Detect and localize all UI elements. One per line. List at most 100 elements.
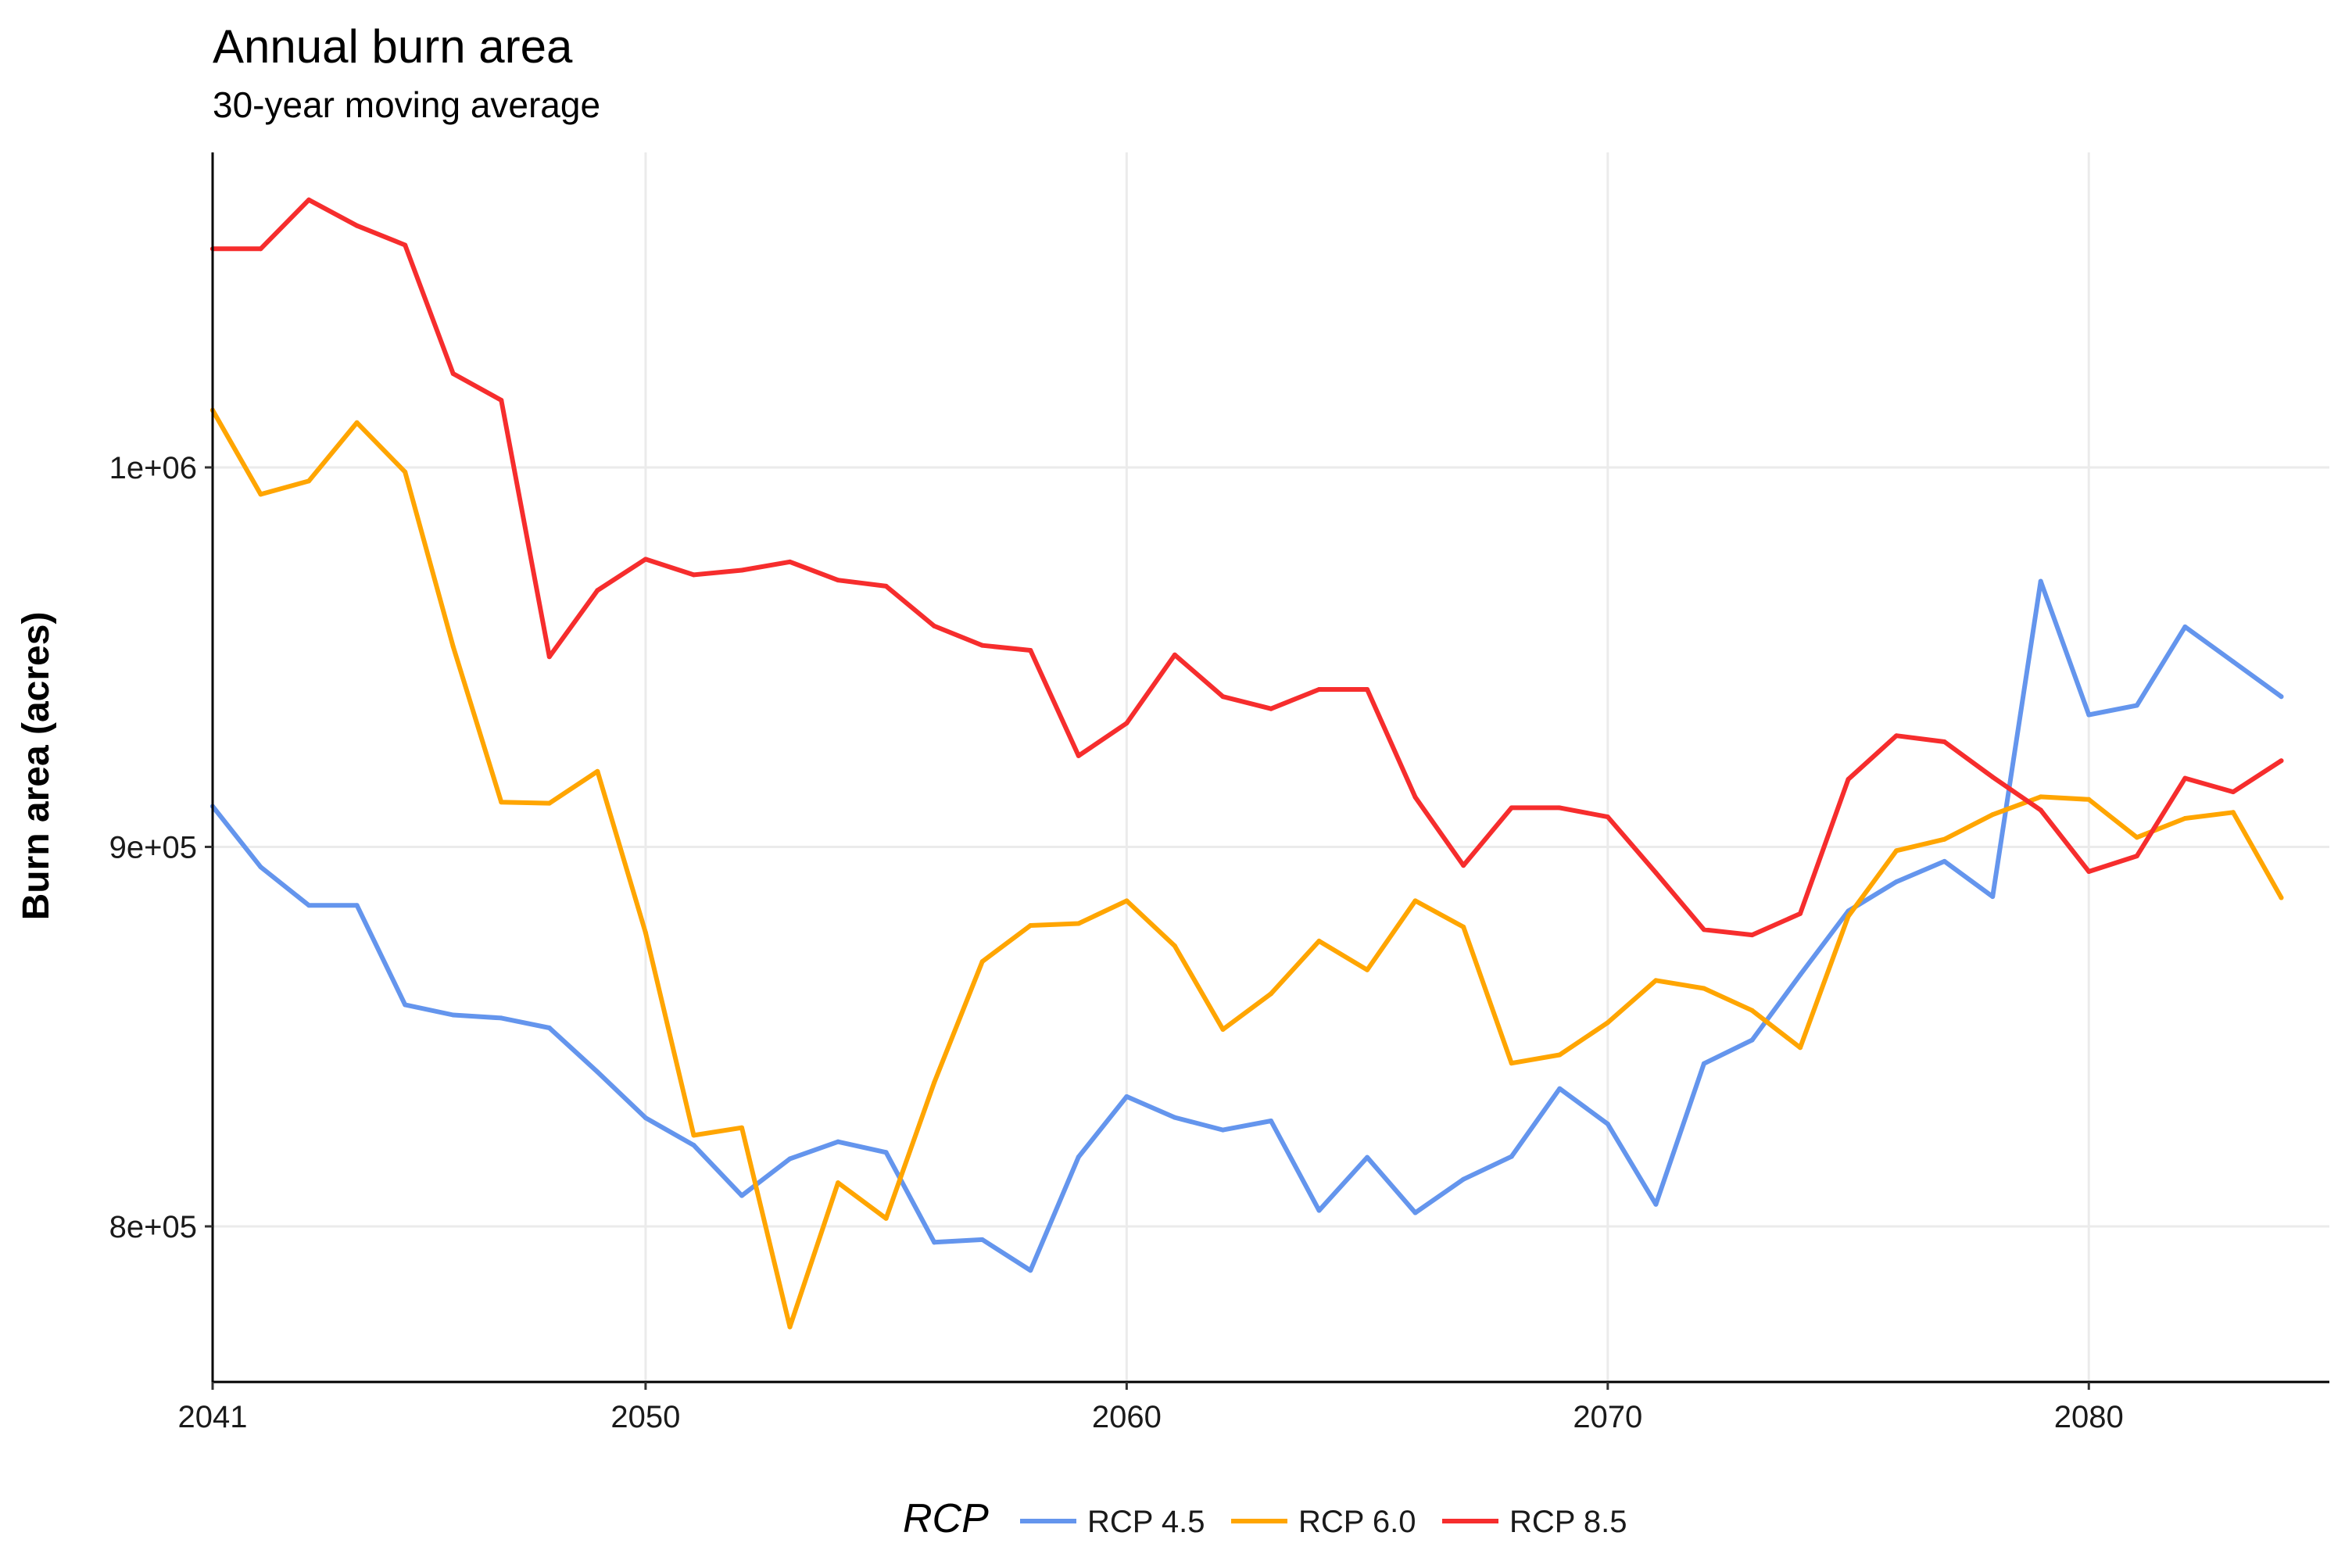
data-point [1076,921,1081,926]
data-point [1124,898,1130,904]
data-point [1461,1176,1466,1182]
data-point [643,1115,648,1121]
data-point [2038,794,2043,800]
data-point [787,559,793,564]
data-point [2182,624,2188,629]
legend-title: RCP [903,1496,989,1541]
data-point [1894,879,1899,885]
data-point [932,1240,937,1245]
data-point [1701,1061,1706,1066]
data-point [1798,1045,1803,1051]
data-point [1365,1155,1370,1160]
data-point [306,903,312,908]
y-axis-ticks: 8e+05 9e+05 1e+06 [109,451,213,1244]
legend: RCP RCP 4.5 RCP 6.0 RCP 8.5 [903,1496,1627,1541]
data-point [739,1193,744,1198]
series-line-rcp-4-5 [210,578,2284,1273]
data-point [643,557,648,562]
data-point [1605,814,1610,820]
data-point [1269,991,1273,997]
y-axis-title: Burn area (acres) [16,612,57,921]
data-point [1846,777,1851,782]
data-point [450,644,456,650]
data-point [1509,1154,1514,1159]
legend-label: RCP 8.5 [1509,1505,1627,1539]
data-point [258,492,263,497]
data-point [2038,807,2043,813]
data-point [1124,1094,1130,1099]
data-point [2182,816,2188,822]
data-point [979,959,985,965]
data-point [1701,927,1706,933]
data-point [1942,836,1947,842]
legend-label: RCP 6.0 [1298,1505,1416,1539]
data-point [2279,694,2284,700]
data-point [595,588,600,593]
data-point [2134,854,2139,859]
x-tick-label: 2041 [178,1400,248,1434]
data-point [2230,810,2236,815]
data-point [1798,911,1803,916]
data-point [691,1143,696,1148]
data-point [354,903,360,908]
data-point [1461,924,1466,929]
data-point [836,578,841,583]
data-point [979,1237,985,1242]
data-point [1316,686,1322,692]
data-point [1942,739,1947,744]
data-point [546,1026,552,1031]
data-point [2230,659,2236,664]
data-point [836,1180,841,1186]
data-point [883,1150,889,1155]
data-point [1028,1268,1033,1273]
data-point [1076,1155,1081,1160]
data-point [1269,706,1273,711]
legend-label: RCP 4.5 [1087,1505,1205,1539]
data-point [2134,835,2139,840]
data-point [1990,894,1996,900]
axes [211,152,2329,1384]
data-point [1220,694,1226,700]
data-point [1942,858,1947,864]
data-point [1509,805,1514,811]
data-point [1124,721,1130,726]
data-point [2038,578,2043,584]
data-point [1172,652,1177,657]
data-point [1172,943,1177,949]
data-point [1509,1061,1514,1066]
data-point [932,623,937,628]
data-point [836,1139,841,1144]
data-point [2086,869,2092,875]
data-point [1028,922,1033,928]
data-point [306,478,312,484]
data-point [1269,1118,1273,1123]
y-tick-label: 8e+05 [109,1210,197,1244]
chart-title: Annual burn area [213,20,573,73]
data-point [258,865,263,870]
data-point [1749,933,1755,938]
data-point [1990,812,1996,818]
data-point [1412,898,1418,904]
data-point [1365,967,1370,972]
data-point [258,246,263,252]
y-tick-label: 1e+06 [109,451,197,485]
data-point [2134,703,2139,708]
x-tick-label: 2080 [2054,1400,2124,1434]
data-point [932,1079,937,1085]
data-point [2279,758,2284,764]
data-point [499,800,504,805]
data-point [1172,1115,1177,1120]
x-axis-ticks: 2041 2050 2060 2070 2080 [178,1382,2124,1434]
data-point [595,768,600,774]
data-point [450,371,456,377]
data-point [1894,848,1899,854]
data-point [403,1002,408,1008]
data-point [1028,647,1033,653]
data-point [1894,733,1899,739]
data-point [354,223,360,228]
data-point [2086,712,2092,718]
data-point [1412,794,1418,800]
data-point [1557,1086,1563,1091]
